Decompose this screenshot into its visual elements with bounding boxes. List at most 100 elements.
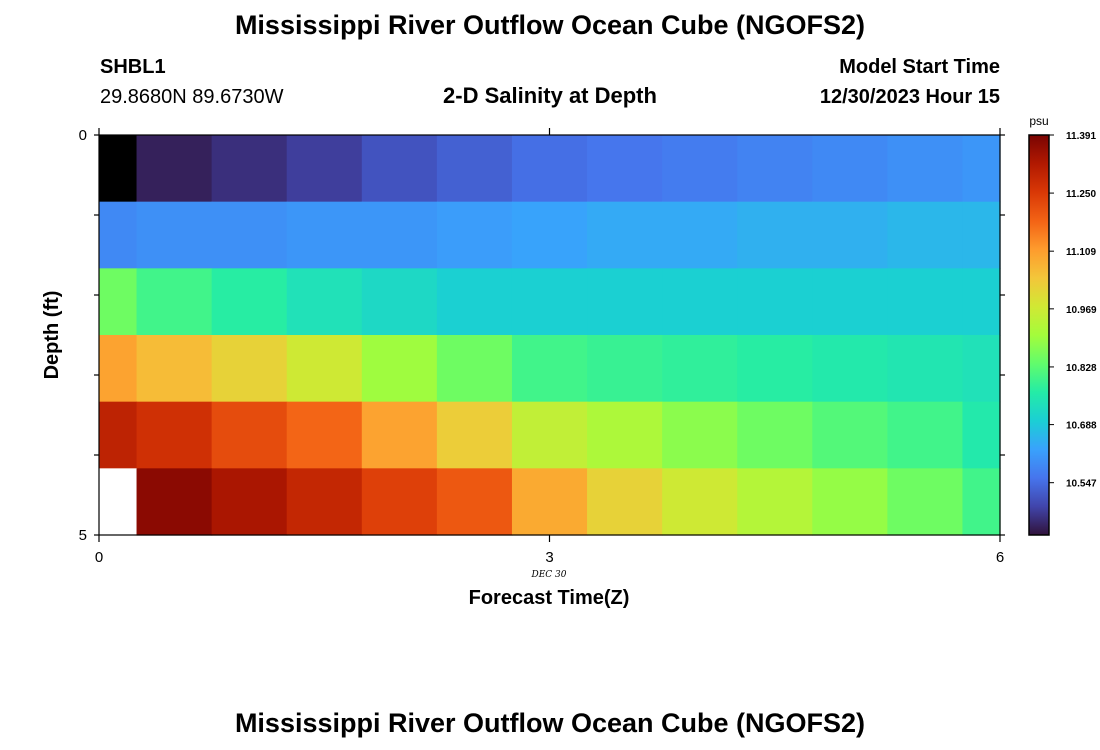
heatmap-cell	[887, 401, 964, 469]
y-tick-label: 0	[79, 127, 87, 144]
heatmap-cell	[361, 268, 438, 336]
colorbar-tick-label: 10.547	[1066, 479, 1097, 490]
heatmap-cell	[887, 135, 964, 203]
heatmap-cell	[662, 135, 738, 203]
colorbar-gradient	[1028, 134, 1050, 536]
heatmap-cell	[962, 335, 1001, 403]
heatmap-cell	[436, 135, 513, 203]
heatmap-cell	[511, 335, 588, 403]
heatmap-cell	[211, 201, 288, 269]
heatmap-cell	[962, 468, 1001, 536]
heatmap-cell	[587, 468, 663, 536]
heatmap-cell	[361, 201, 438, 269]
heatmap-cell	[587, 201, 663, 269]
heatmap-cell	[436, 201, 513, 269]
heatmap-cell	[812, 201, 888, 269]
heatmap-cell	[286, 468, 363, 536]
colorbar-tick-label: 11.109	[1066, 247, 1096, 258]
heatmap-cell	[587, 335, 663, 403]
colorbar-ticks: 11.391 11.250 11.109 10.969 10.828 10.688 10.5…	[1049, 131, 1097, 490]
heatmap-cell	[812, 268, 888, 336]
heatmap-cell	[99, 135, 138, 203]
heatmap-cell	[436, 268, 513, 336]
heatmap-cell	[511, 468, 588, 536]
y-tick-label: 5	[79, 527, 87, 544]
heatmap-cell	[99, 468, 138, 536]
y-tick-labels: 05	[79, 127, 87, 544]
colorbar-tick-label: 11.250	[1066, 189, 1096, 200]
heatmap-cell	[737, 268, 813, 336]
colorbar-tick-label: 10.828	[1066, 363, 1097, 374]
heatmap-cell	[361, 468, 438, 536]
heatmap-cell	[587, 401, 663, 469]
heatmap-cell	[812, 401, 888, 469]
heatmap-cell	[136, 201, 213, 269]
heatmap-cell	[286, 135, 363, 203]
heatmap-cell	[812, 135, 888, 203]
heatmap-cell	[361, 401, 438, 469]
heatmap-cell	[812, 335, 888, 403]
heatmap-cell	[286, 401, 363, 469]
x-tick-label: 6	[996, 549, 1004, 566]
heatmap-cell	[211, 401, 288, 469]
heatmap-cell	[887, 335, 964, 403]
heatmap-cell	[662, 468, 738, 536]
colorbar-tick-label: 10.969	[1066, 305, 1097, 316]
plot-title: 2-D Salinity at Depth	[443, 83, 657, 108]
colorbar: psu 11.391 11.250 11.109 10.969 10.828 10.688…	[1028, 114, 1097, 536]
heatmap-cells	[99, 135, 1001, 536]
heatmap-cell	[887, 201, 964, 269]
heatmap-cell	[99, 335, 138, 403]
heatmap-cell	[737, 201, 813, 269]
station-coordinates: 29.8680N 89.6730W	[100, 86, 284, 108]
heatmap-cell	[962, 201, 1001, 269]
main-title: Mississippi River Outflow Ocean Cube (NG…	[234, 10, 866, 40]
heatmap-cell	[587, 268, 663, 336]
heatmap-cell	[286, 201, 363, 269]
heatmap-cell	[136, 135, 213, 203]
heatmap-cell	[211, 468, 288, 536]
heatmap-cell	[99, 268, 138, 336]
heatmap-cell	[587, 135, 663, 203]
axis-ticks	[94, 128, 1005, 542]
heatmap-cell	[136, 335, 213, 403]
heatmap-cell	[737, 468, 813, 536]
heatmap-cell	[436, 335, 513, 403]
heatmap-cell	[737, 135, 813, 203]
heatmap-cell	[962, 135, 1001, 203]
repeated-title: Mississippi River Outflow Ocean Cube (NG…	[234, 708, 866, 738]
heatmap-cell	[136, 268, 213, 336]
heatmap-cell	[436, 401, 513, 469]
heatmap-cell	[962, 401, 1001, 469]
heatmap-cell	[962, 268, 1001, 336]
station-name: SHBL1	[100, 56, 166, 78]
heatmap-cell	[211, 335, 288, 403]
heatmap-cell	[887, 468, 964, 536]
heatmap-cell	[211, 268, 288, 336]
heatmap-cell	[136, 401, 213, 469]
colorbar-tick-label: 11.391	[1066, 131, 1096, 142]
heatmap-cell	[361, 335, 438, 403]
heatmap-cell	[662, 335, 738, 403]
heatmap-cell	[511, 268, 588, 336]
heatmap-cell	[211, 135, 288, 203]
model-start-value: 12/30/2023 Hour 15	[819, 86, 1000, 108]
heatmap-cell	[737, 335, 813, 403]
x-axis-title: Forecast Time(Z)	[469, 587, 630, 609]
x-tick-label: 3	[545, 549, 553, 566]
heatmap-cell	[511, 401, 588, 469]
heatmap-cell	[662, 401, 738, 469]
heatmap-cell	[887, 268, 964, 336]
heatmap-cell	[136, 468, 213, 536]
heatmap-cell	[511, 135, 588, 203]
heatmap-cell	[286, 335, 363, 403]
heatmap-cell	[99, 201, 138, 269]
heatmap-cell	[436, 468, 513, 536]
date-label: DEC 30	[531, 570, 567, 580]
y-axis-title: Depth (ft)	[41, 291, 63, 380]
heatmap-cell	[361, 135, 438, 203]
model-start-label: Model Start Time	[839, 56, 1000, 78]
heatmap-cell	[812, 468, 888, 536]
heatmap-cell	[737, 401, 813, 469]
